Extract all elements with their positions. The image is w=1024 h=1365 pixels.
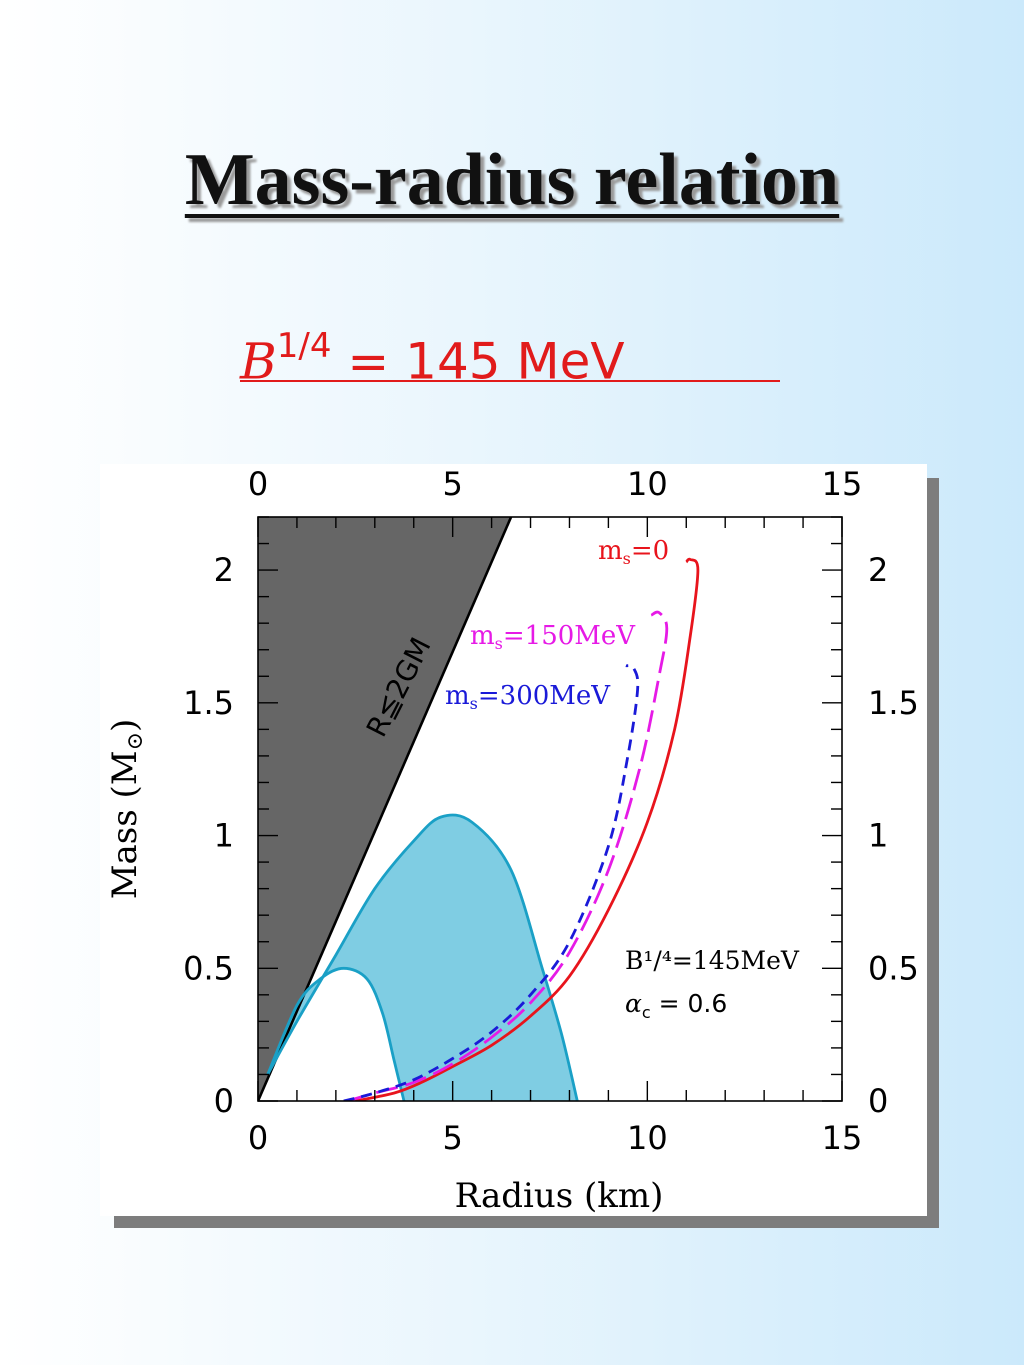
- series-line-1: [347, 610, 669, 1101]
- y-tick-label-right: 2: [868, 551, 888, 589]
- y-axis-label: Mass (M⊙): [105, 719, 148, 900]
- series-label-ms150: ms=150MeV: [470, 621, 636, 653]
- y-tick-label-right: 1.5: [868, 684, 919, 722]
- subtitle-equation: B1/4 = 145 MeV: [240, 320, 780, 391]
- slide-title: Mass-radius relation: [184, 139, 840, 221]
- params-alpha: αc = 0.6: [625, 989, 727, 1022]
- series-label-ms0: ms=0: [598, 536, 669, 568]
- y-tick-label-right: 0.5: [868, 949, 919, 987]
- x-tick-label-top: 5: [442, 465, 462, 503]
- figure-panel: 0 0 5 5 10 10 15 15 0 0 0.5 0.5 1 1 1.5 1.5 2 2 Radius (k…: [100, 464, 927, 1216]
- subtitle-exponent: 1/4: [276, 326, 332, 366]
- series-line-0: [355, 557, 700, 1101]
- series-label-ms300: ms=300MeV: [445, 681, 611, 713]
- y-tick-label-right: 1: [868, 817, 888, 855]
- x-tick-label-top: 10: [627, 465, 668, 503]
- x-tick-label-top: 15: [822, 465, 863, 503]
- series-line-2: [343, 664, 640, 1101]
- y-tick-label-left: 1.5: [183, 684, 234, 722]
- y-tick-label-left: 0.5: [183, 949, 234, 987]
- subtitle-var: B: [240, 332, 277, 391]
- y-axis-label-group: Mass (M⊙): [105, 719, 148, 900]
- band-outer-edge: [266, 813, 579, 1101]
- x-tick-label-top: 0: [248, 465, 268, 503]
- x-tick-label-bottom: 0: [248, 1119, 268, 1157]
- y-tick-label-left: 1: [214, 817, 234, 855]
- y-tick-label-right: 0: [868, 1082, 888, 1120]
- band-inner-edge: [266, 966, 406, 1101]
- y-tick-label-left: 0: [214, 1082, 234, 1120]
- x-tick-label-bottom: 15: [822, 1119, 863, 1157]
- x-axis-label: Radius (km): [455, 1176, 664, 1216]
- y-tick-label-left: 2: [214, 551, 234, 589]
- x-tick-label-bottom: 5: [442, 1119, 462, 1157]
- forbidden-boundary-line: [258, 517, 513, 1101]
- x-tick-label-bottom: 10: [627, 1119, 668, 1157]
- subtitle-value: = 145 MeV: [331, 332, 625, 391]
- params-bag-constant: B¹/⁴=145MeV: [625, 946, 800, 975]
